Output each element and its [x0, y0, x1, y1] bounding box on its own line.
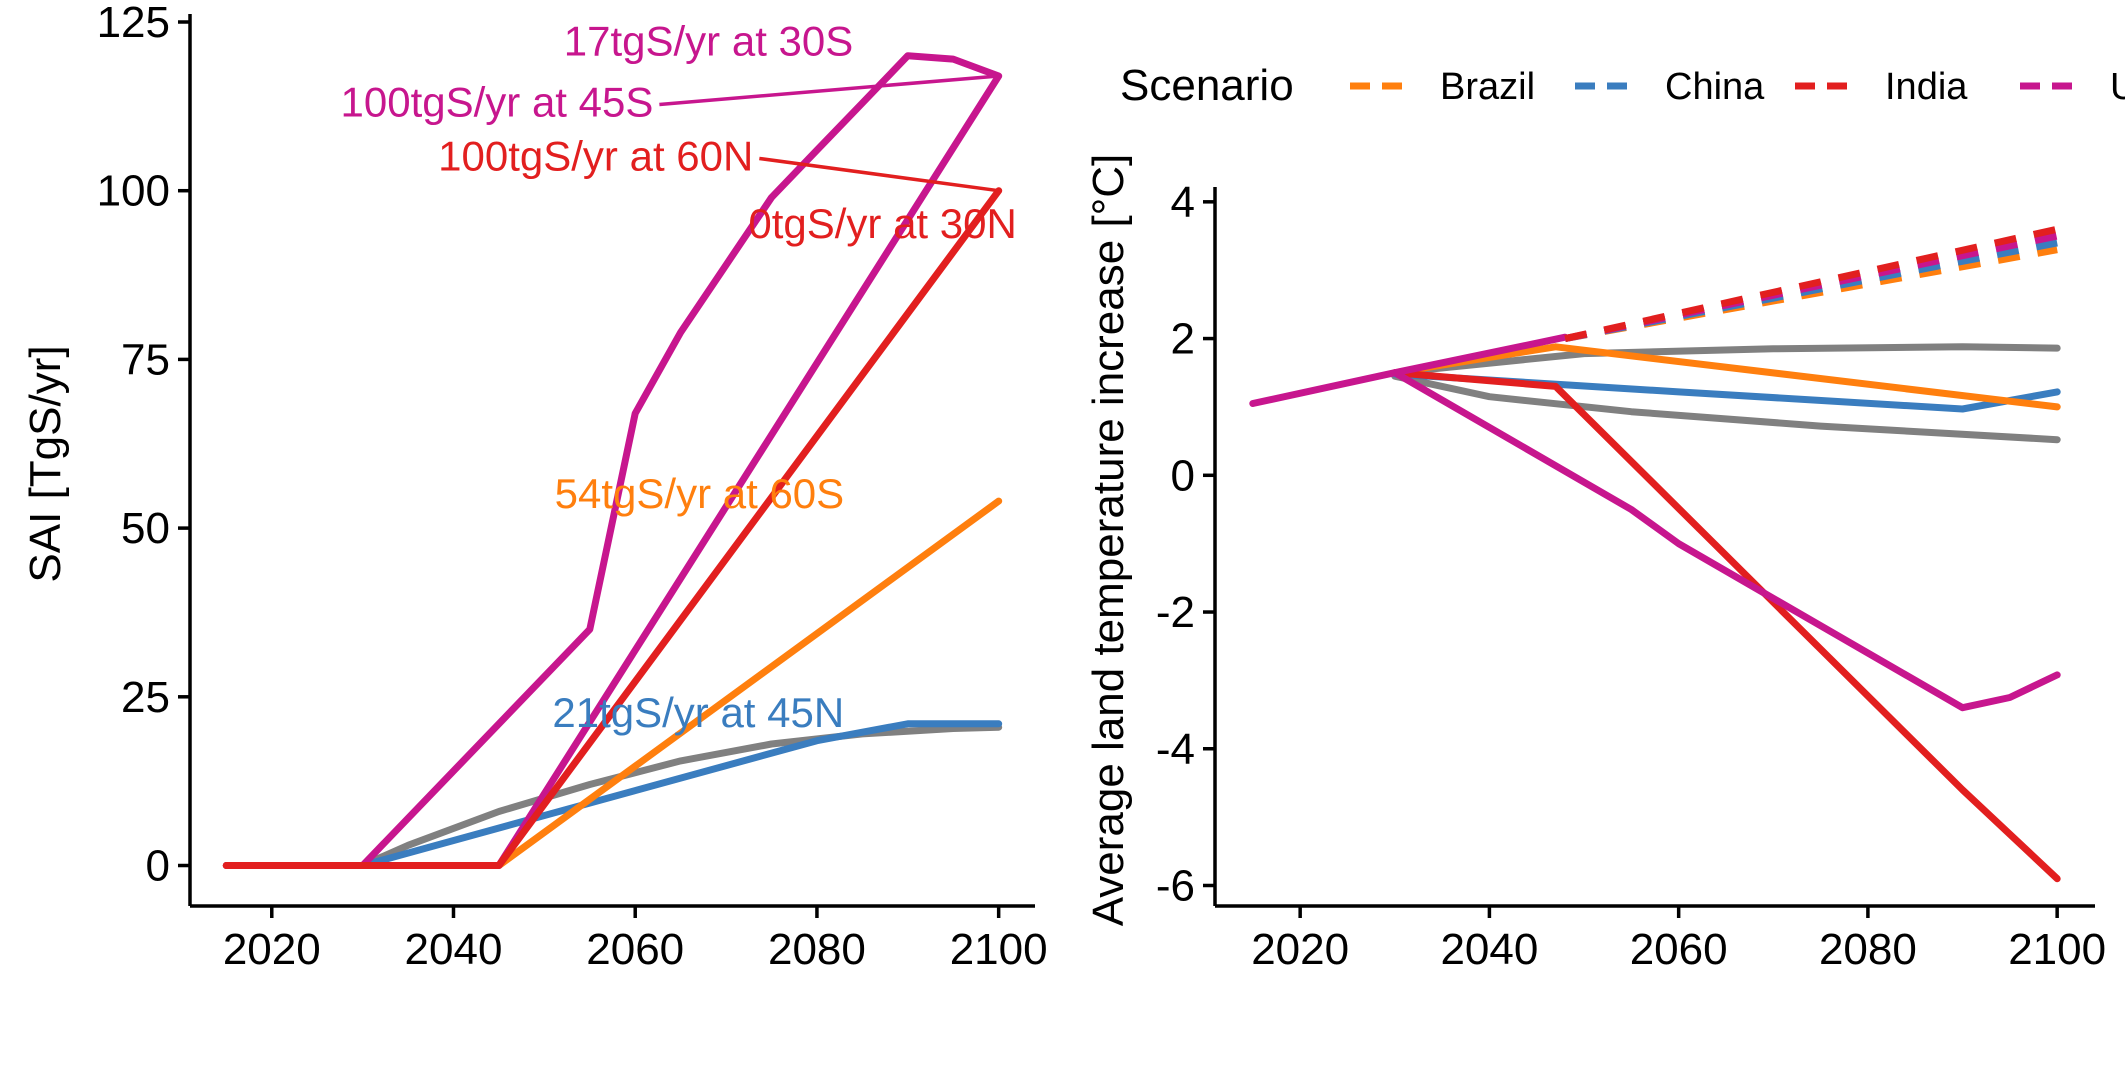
left-x-tick-label-4: 2100 — [950, 925, 1048, 974]
right-series-line-1 — [1391, 372, 2061, 444]
legend-label-2: India — [1885, 66, 1968, 108]
right-series-lines — [1249, 225, 2061, 883]
left-annotation-4: 54tgS/yr at 60S — [555, 470, 845, 517]
right-x-tick-label-3: 2080 — [1819, 925, 1917, 974]
left-y-tick-label-2: 50 — [121, 504, 170, 553]
left-y-tick-label-0: 0 — [146, 842, 170, 891]
left-y-tick-label-4: 100 — [97, 167, 170, 216]
legend-label-3: U — [2110, 66, 2125, 108]
left-series-line-3 — [222, 52, 1003, 869]
left-annotation-2: 100tgS/yr at 60N — [438, 132, 753, 179]
legend-items: Brazil China India U — [1350, 66, 2125, 108]
legend: Scenario Brazil China India U — [1120, 61, 2125, 110]
left-annotations: 17tgS/yr at 30S 100tgS/yr at 45S 100tgS/yr… — [341, 18, 1017, 736]
left-x-tick-label-2: 2060 — [586, 925, 684, 974]
left-annotation-0: 17tgS/yr at 30S — [564, 18, 854, 65]
right-y-tick-label-0: 4 — [1171, 178, 1195, 227]
right-y-tick-label-5: -6 — [1156, 861, 1195, 910]
left-annotation-leader-1 — [659, 74, 999, 107]
left-series-line-1 — [222, 720, 1003, 869]
left-annotation-3: 0tgS/yr at 30N — [748, 200, 1016, 247]
right-axes: 2020 2040 2060 2080 2100 4 2 0 -2 -4 -6 — [1156, 178, 2106, 974]
right-x-tick-label-0: 2020 — [1251, 925, 1349, 974]
left-y-tick-label-3: 75 — [121, 335, 170, 384]
panel-sai: 17tgS/yr at 30S 100tgS/yr at 45S 100tgS/yr… — [21, 0, 1048, 974]
left-x-tick-label-0: 2020 — [223, 925, 321, 974]
right-x-tick-label-4: 2100 — [2008, 925, 2106, 974]
right-y-tick-label-2: 0 — [1171, 451, 1195, 500]
left-annotation-1: 100tgS/yr at 45S — [341, 78, 654, 125]
legend-label-1: China — [1665, 66, 1765, 108]
right-series-line-4 — [1391, 369, 2061, 883]
legend-label-0: Brazil — [1440, 66, 1535, 108]
right-x-tick-label-1: 2040 — [1440, 925, 1538, 974]
right-y-tick-label-3: -2 — [1156, 588, 1195, 637]
right-y-axis-label: Average land temperature increase [°C] — [1084, 154, 1133, 927]
panel-temperature: 2020 2040 2060 2080 2100 4 2 0 -2 -4 -6 Average la… — [1084, 154, 2106, 974]
right-y-tick-label-4: -4 — [1156, 725, 1195, 774]
right-y-tick-label-1: 2 — [1171, 315, 1195, 364]
right-x-tick-label-2: 2060 — [1630, 925, 1728, 974]
right-series-line-10 — [1564, 225, 2058, 343]
left-annotation-leader-2 — [759, 156, 999, 193]
left-series-lines — [222, 52, 1003, 869]
legend-title: Scenario — [1120, 61, 1294, 110]
left-annotation-5: 21tgS/yr at 45N — [552, 689, 844, 736]
right-series-line-5 — [1249, 369, 2061, 712]
left-axes: 2020 2040 2060 2080 2100 0 25 50 75 100 125 — [97, 0, 1048, 974]
left-x-tick-label-3: 2080 — [768, 925, 866, 974]
right-series-line-6 — [1391, 333, 1569, 377]
left-y-tick-label-5: 125 — [97, 0, 170, 47]
left-series-line-0 — [222, 723, 1003, 869]
left-x-tick-label-1: 2040 — [405, 925, 503, 974]
right-series-line-0 — [1391, 343, 2061, 377]
left-y-tick-label-1: 25 — [121, 673, 170, 722]
left-series-line-4 — [222, 187, 1003, 869]
left-y-axis-label: SAI [TgS/yr] — [21, 345, 70, 582]
